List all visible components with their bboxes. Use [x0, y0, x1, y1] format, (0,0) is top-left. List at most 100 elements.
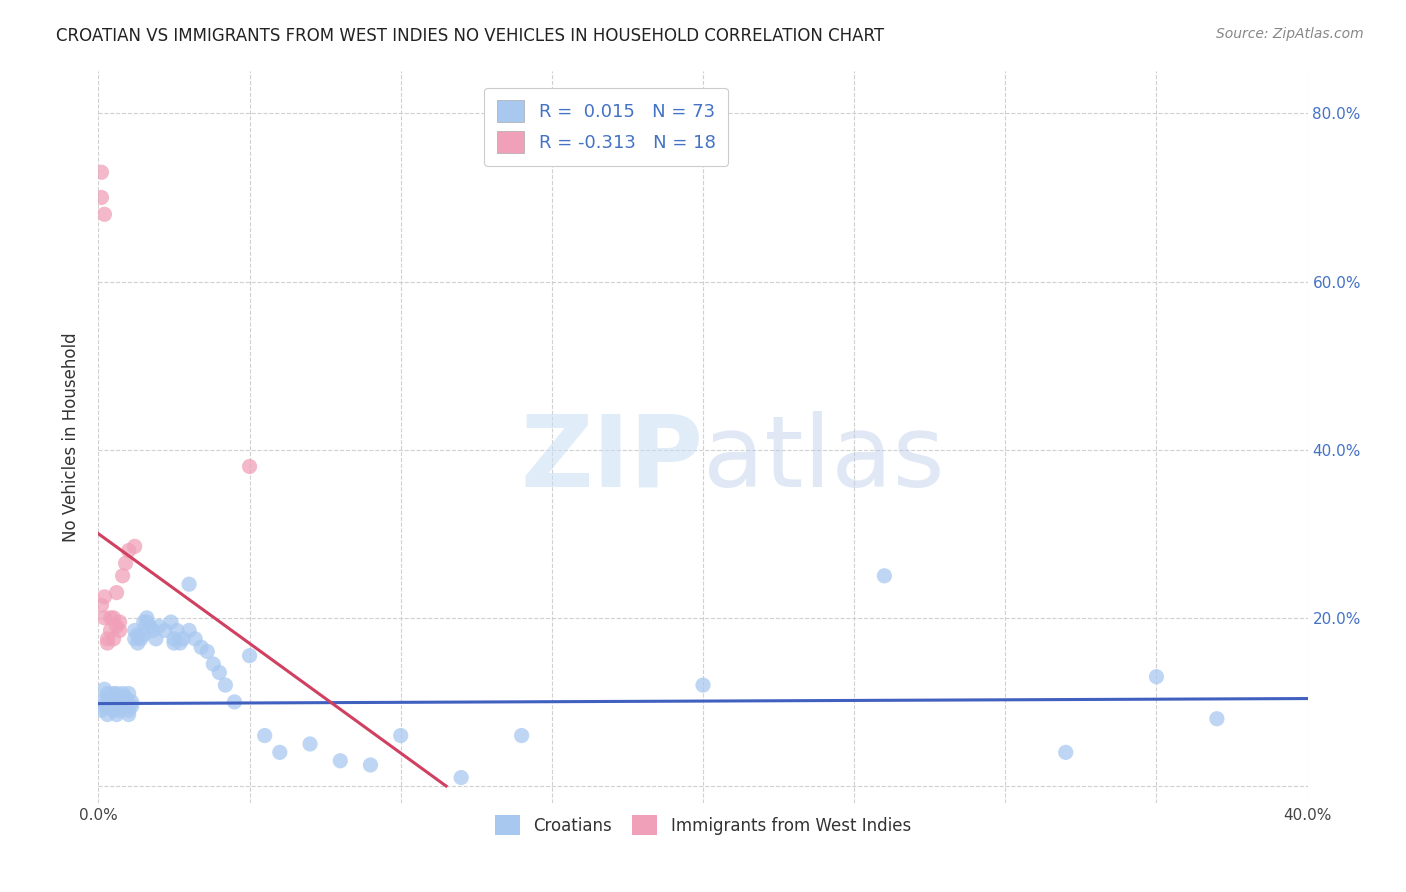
Point: [1206, 712, 1229, 726]
Point: [90, 190, 112, 204]
Point: [100, 695, 122, 709]
Point: [172, 632, 194, 646]
Point: [111, 569, 134, 583]
Point: [105, 686, 128, 700]
Point: [360, 758, 382, 772]
Point: [100, 699, 122, 714]
Point: [111, 699, 134, 714]
Point: [139, 619, 162, 633]
Point: [105, 699, 128, 714]
Point: [510, 729, 533, 743]
Text: CROATIAN VS IMMIGRANTS FROM WEST INDIES NO VEHICLES IN HOUSEHOLD CORRELATION CHA: CROATIAN VS IMMIGRANTS FROM WEST INDIES …: [56, 27, 884, 45]
Point: [93, 590, 115, 604]
Point: [179, 624, 201, 638]
Point: [103, 703, 125, 717]
Point: [105, 619, 128, 633]
Point: [299, 737, 322, 751]
Point: [118, 703, 141, 717]
Point: [132, 627, 155, 641]
Point: [329, 754, 352, 768]
Point: [135, 615, 157, 629]
Point: [239, 459, 262, 474]
Text: ZIP: ZIP: [520, 410, 703, 508]
Point: [108, 690, 131, 705]
Point: [1054, 745, 1077, 759]
Y-axis label: No Vehicles in Household: No Vehicles in Household: [62, 332, 80, 542]
Point: [208, 665, 231, 680]
Point: [103, 632, 125, 646]
Point: [93, 207, 115, 221]
Point: [90, 695, 112, 709]
Point: [96, 686, 118, 700]
Point: [169, 636, 191, 650]
Point: [121, 695, 143, 709]
Point: [195, 644, 218, 658]
Point: [96, 707, 118, 722]
Point: [127, 627, 149, 641]
Point: [108, 703, 131, 717]
Point: [108, 624, 131, 638]
Point: [153, 624, 176, 638]
Point: [90, 599, 112, 613]
Point: [135, 611, 157, 625]
Point: [118, 707, 141, 722]
Point: [103, 611, 125, 625]
Point: [96, 690, 118, 705]
Point: [105, 707, 128, 722]
Point: [93, 611, 115, 625]
Point: [108, 615, 131, 629]
Point: [214, 678, 236, 692]
Point: [108, 695, 131, 709]
Point: [190, 640, 212, 655]
Point: [166, 624, 188, 638]
Point: [160, 615, 183, 629]
Point: [90, 703, 112, 717]
Point: [873, 569, 896, 583]
Point: [90, 165, 112, 179]
Point: [105, 690, 128, 705]
Point: [239, 648, 262, 663]
Point: [105, 585, 128, 599]
Point: [145, 632, 167, 646]
Point: [121, 699, 143, 714]
Point: [129, 632, 152, 646]
Point: [114, 556, 136, 570]
Point: [100, 690, 122, 705]
Point: [269, 745, 291, 759]
Point: [224, 695, 246, 709]
Point: [124, 632, 146, 646]
Point: [114, 690, 136, 705]
Point: [148, 619, 170, 633]
Point: [111, 695, 134, 709]
Point: [202, 657, 225, 671]
Point: [124, 540, 146, 554]
Point: [692, 678, 714, 692]
Point: [114, 699, 136, 714]
Point: [103, 699, 125, 714]
Legend: Croatians, Immigrants from West Indies: Croatians, Immigrants from West Indies: [488, 808, 918, 842]
Point: [163, 632, 186, 646]
Point: [184, 632, 207, 646]
Point: [100, 624, 122, 638]
Point: [163, 636, 186, 650]
Point: [124, 624, 146, 638]
Point: [1144, 670, 1167, 684]
Point: [96, 632, 118, 646]
Text: Source: ZipAtlas.com: Source: ZipAtlas.com: [1216, 27, 1364, 41]
Point: [127, 636, 149, 650]
Point: [93, 682, 115, 697]
Point: [96, 636, 118, 650]
Point: [132, 615, 155, 629]
Point: [93, 699, 115, 714]
Point: [450, 771, 472, 785]
Text: atlas: atlas: [703, 410, 945, 508]
Point: [103, 686, 125, 700]
Point: [253, 729, 276, 743]
Point: [142, 624, 165, 638]
Point: [389, 729, 412, 743]
Point: [179, 577, 201, 591]
Point: [118, 686, 141, 700]
Point: [111, 686, 134, 700]
Point: [118, 543, 141, 558]
Point: [100, 611, 122, 625]
